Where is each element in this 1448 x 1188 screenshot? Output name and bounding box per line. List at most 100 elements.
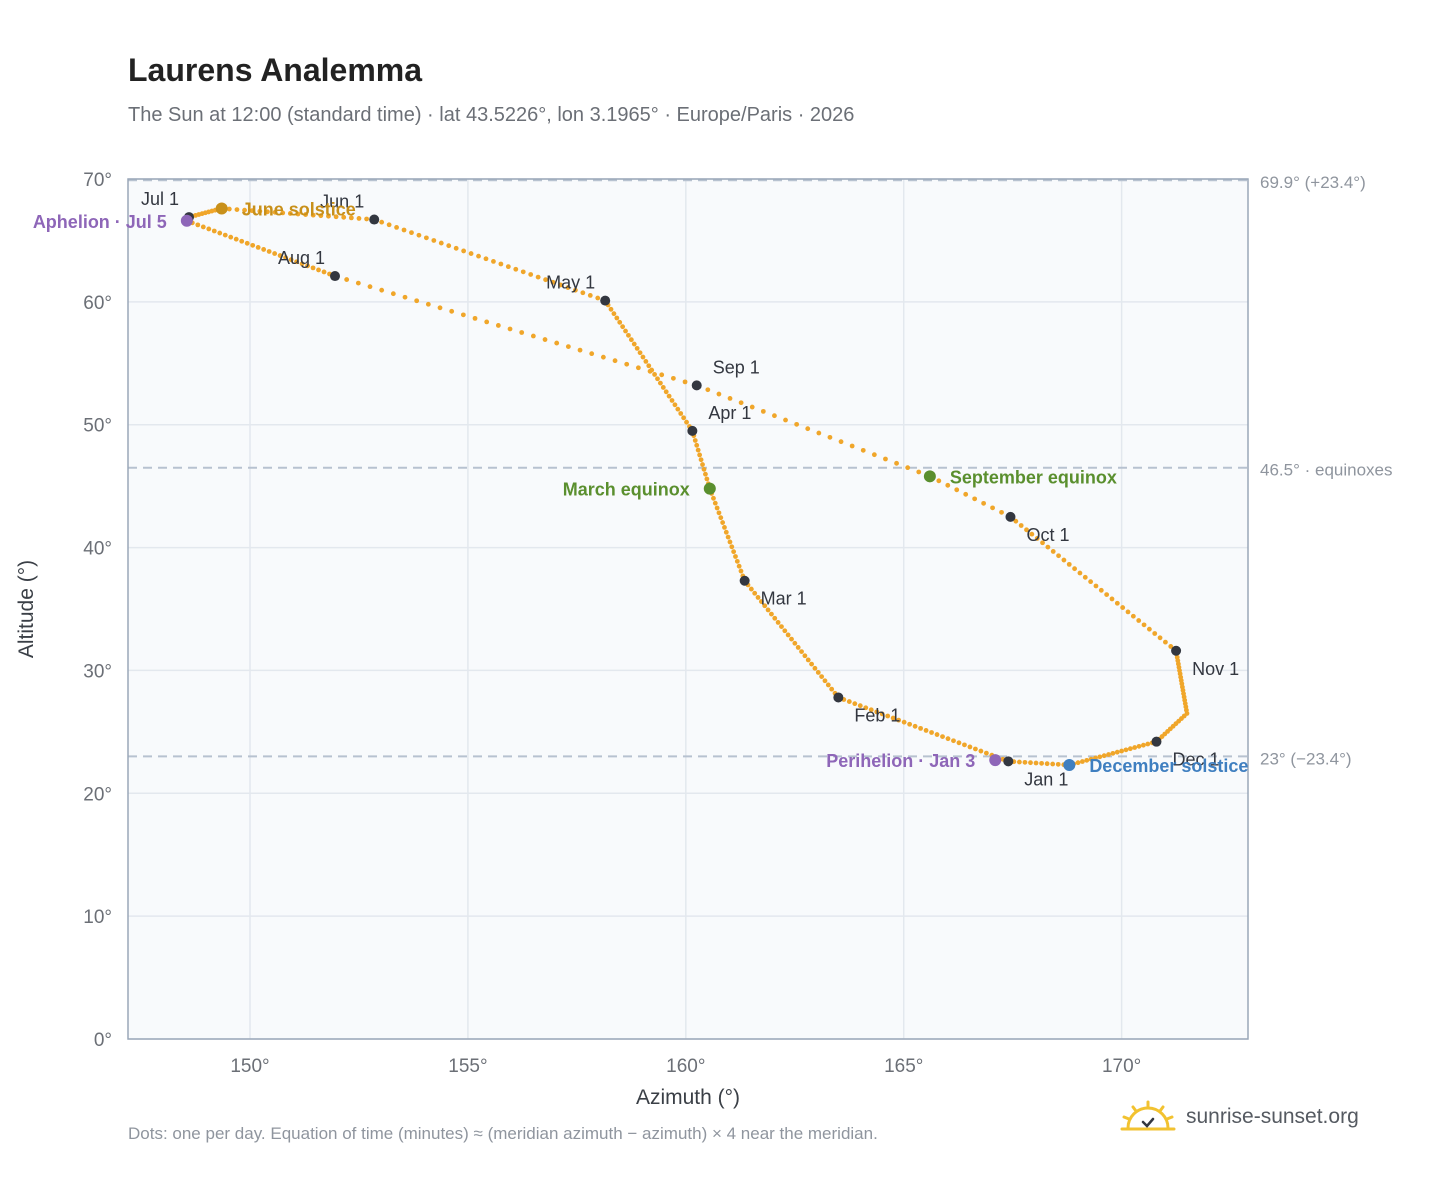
day-dot: [901, 719, 907, 725]
day-dot: [1061, 557, 1067, 563]
event-label: Aphelion · Jul 5: [33, 212, 167, 232]
day-dot: [675, 406, 681, 412]
day-dot: [1039, 760, 1044, 766]
day-dot: [287, 211, 293, 216]
month-markers: Jan 1 Feb 1 Mar 1 Apr 1 May 1 Jun 1 Jul 1 Aug 1…: [141, 189, 1239, 789]
day-dot: [249, 208, 255, 214]
day-dot: [907, 721, 913, 727]
day-dot: [272, 251, 278, 256]
day-dot: [1136, 743, 1142, 749]
day-dot: [819, 674, 825, 680]
day-dot: [1119, 748, 1125, 754]
day-dot: [945, 736, 951, 742]
day-dot: [1106, 752, 1111, 757]
event-label: September equinox: [950, 467, 1117, 487]
day-dot: [1088, 756, 1094, 762]
month-marker: [1151, 736, 1162, 747]
x-tick-label: 160°: [666, 1056, 705, 1077]
event-marker: [923, 470, 936, 483]
day-dot: [729, 544, 735, 550]
day-dot: [255, 244, 261, 250]
day-dot: [1013, 518, 1019, 524]
reference-label: 46.5° · equinoxes: [1260, 461, 1393, 480]
day-dot: [1029, 531, 1035, 537]
day-dot: [863, 705, 869, 711]
day-dot: [736, 563, 742, 569]
day-dot: [692, 438, 698, 443]
brand[interactable]: sunrise-sunset.org: [1120, 1100, 1359, 1134]
day-dot: [1097, 754, 1103, 760]
day-dot: [1120, 605, 1126, 610]
day-dot: [416, 232, 422, 238]
day-dot: [660, 385, 666, 390]
day-dot: [1050, 761, 1056, 767]
day-dot: [871, 452, 877, 458]
day-dot: [438, 240, 444, 246]
month-label: Sep 1: [713, 357, 760, 377]
day-dot: [1050, 549, 1056, 554]
day-dot: [936, 478, 942, 484]
day-dot: [1084, 757, 1090, 763]
day-dot: [283, 255, 289, 261]
day-dot: [520, 269, 526, 275]
day-dot: [1072, 566, 1077, 572]
day-dot: [637, 350, 643, 356]
day-dot: [1082, 574, 1088, 580]
day-dot: [409, 230, 414, 236]
month-label: Feb 1: [854, 705, 900, 725]
day-dot: [244, 240, 250, 246]
day-dot: [827, 434, 833, 440]
day-dot: [666, 393, 672, 399]
day-dot: [916, 469, 922, 475]
day-dot: [765, 607, 771, 613]
day-dot: [956, 740, 962, 746]
day-dot: [785, 632, 791, 638]
event-label: June solstice: [242, 199, 356, 219]
day-dot: [565, 344, 571, 350]
day-dot: [623, 328, 628, 334]
day-dot: [367, 284, 373, 290]
day-dot: [712, 500, 718, 506]
day-dot: [333, 214, 339, 220]
day-dot: [954, 487, 960, 493]
day-dot: [978, 748, 984, 754]
day-dot: [1024, 527, 1029, 533]
day-dot: [222, 232, 228, 238]
day-dot: [681, 415, 687, 421]
day-dot: [918, 725, 923, 731]
day-dot: [697, 452, 703, 458]
day-dot: [999, 509, 1004, 515]
day-dot: [1110, 750, 1116, 756]
event-label: Perihelion · Jan 3: [826, 751, 975, 771]
month-marker: [1005, 511, 1016, 522]
x-tick-label: 150°: [230, 1056, 269, 1077]
day-dot: [558, 282, 563, 288]
day-dot: [794, 421, 800, 427]
day-dot: [716, 391, 722, 397]
day-dot: [846, 699, 852, 704]
day-dot: [682, 379, 688, 385]
day-dot: [805, 426, 811, 432]
day-dot: [257, 208, 263, 214]
day-dot: [577, 347, 583, 353]
month-label: Aug 1: [278, 248, 325, 268]
day-dot: [852, 701, 858, 707]
month-marker: [600, 295, 611, 306]
day-dot: [940, 734, 945, 740]
day-dot: [720, 520, 726, 525]
day-dot: [635, 365, 641, 371]
day-dot: [703, 471, 708, 477]
day-dot: [983, 750, 989, 756]
day-dot: [1109, 596, 1115, 602]
day-dot: [1079, 759, 1085, 764]
day-dot: [530, 333, 536, 339]
day-dot: [1145, 741, 1151, 747]
day-dot: [535, 274, 541, 280]
day-dot: [990, 505, 995, 511]
day-dot: [672, 402, 678, 408]
day-dot: [963, 491, 969, 497]
day-dot: [734, 558, 740, 564]
day-dot: [711, 495, 716, 501]
day-dot: [670, 375, 676, 381]
day-dot: [200, 224, 206, 230]
